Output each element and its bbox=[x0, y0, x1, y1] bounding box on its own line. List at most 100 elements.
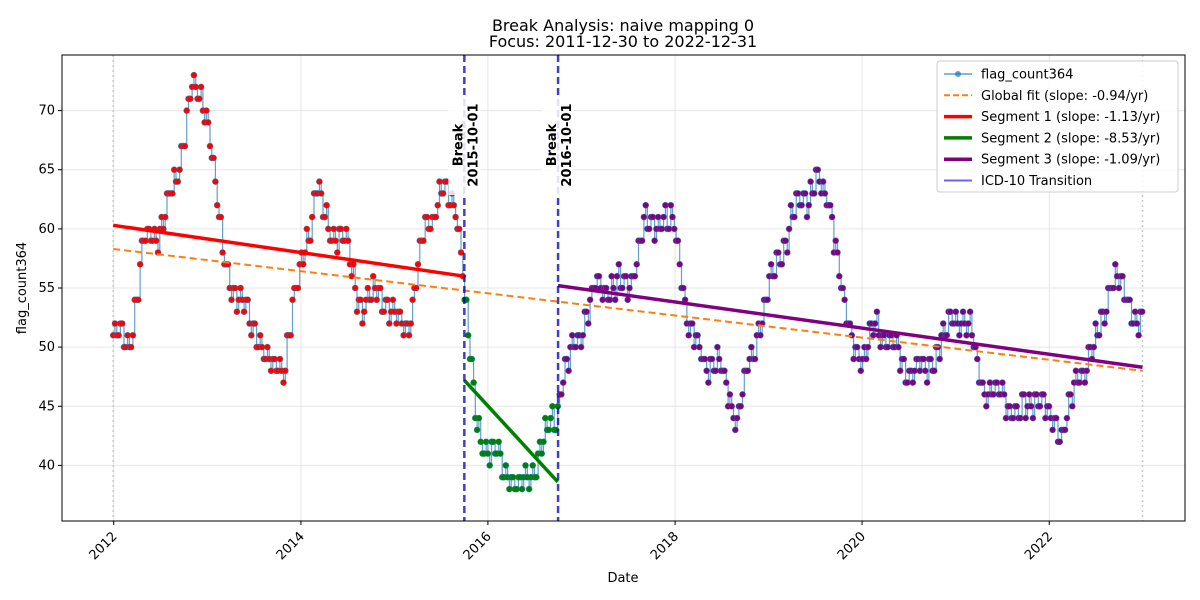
data-point bbox=[835, 272, 843, 280]
data-point bbox=[303, 225, 311, 233]
data-point bbox=[127, 343, 135, 351]
data-point bbox=[174, 178, 182, 185]
data-point bbox=[373, 296, 381, 304]
data-point bbox=[602, 284, 610, 292]
data-point bbox=[509, 473, 517, 481]
data-point bbox=[1036, 402, 1044, 410]
break-label-2: Break2016-10-01 bbox=[545, 103, 575, 186]
data-point bbox=[475, 414, 483, 422]
data-point bbox=[782, 237, 789, 244]
data-point bbox=[1049, 426, 1056, 434]
data-point bbox=[1076, 379, 1083, 386]
data-point bbox=[342, 225, 350, 233]
data-point bbox=[317, 190, 325, 197]
data-point bbox=[920, 355, 927, 363]
data-point bbox=[599, 296, 606, 304]
chart-subtitle: Focus: 2011-12-30 to 2022-12-31 bbox=[489, 32, 757, 51]
data-point bbox=[299, 260, 307, 268]
data-point bbox=[190, 71, 198, 79]
data-point bbox=[703, 367, 710, 375]
x-axis-label: Date bbox=[607, 571, 638, 586]
data-point bbox=[152, 237, 160, 244]
legend-box bbox=[936, 60, 1179, 193]
data-point bbox=[595, 272, 603, 280]
data-point bbox=[452, 213, 459, 221]
data-point bbox=[1000, 391, 1008, 398]
data-point bbox=[794, 190, 802, 197]
data-point bbox=[737, 402, 745, 410]
data-point bbox=[1135, 331, 1142, 339]
data-point bbox=[407, 320, 415, 327]
data-point bbox=[626, 284, 633, 292]
break-layer: Break2015-10-01 Break2016-10-01 bbox=[448, 55, 575, 521]
data-point bbox=[187, 95, 194, 103]
data-point bbox=[579, 331, 587, 339]
data-point bbox=[538, 450, 546, 457]
data-point bbox=[805, 201, 813, 209]
data-point bbox=[895, 343, 902, 351]
data-point bbox=[468, 355, 476, 363]
segment-1-line bbox=[112, 223, 465, 278]
data-point bbox=[658, 225, 666, 233]
data-point bbox=[450, 201, 458, 209]
data-point bbox=[1061, 426, 1069, 434]
y-tick-label: 60 bbox=[38, 222, 55, 237]
data-point bbox=[774, 249, 782, 256]
data-point bbox=[212, 178, 219, 185]
data-point bbox=[733, 414, 741, 422]
data-point bbox=[181, 142, 189, 150]
data-point bbox=[966, 308, 974, 316]
data-point bbox=[814, 166, 822, 173]
grid-layer bbox=[62, 55, 1185, 521]
data-point bbox=[676, 260, 684, 268]
data-point bbox=[1081, 379, 1089, 386]
data-point bbox=[558, 391, 565, 398]
data-point bbox=[233, 308, 241, 316]
data-point bbox=[1029, 414, 1037, 422]
data-point bbox=[1133, 320, 1141, 327]
data-point bbox=[1002, 414, 1010, 422]
data-point bbox=[688, 320, 696, 327]
data-point bbox=[364, 284, 372, 292]
data-point bbox=[649, 213, 657, 221]
data-point bbox=[798, 201, 805, 209]
data-point bbox=[344, 237, 352, 244]
data-point bbox=[495, 438, 503, 446]
data-point bbox=[135, 296, 142, 304]
y-axis-label: flag_count364 bbox=[15, 242, 30, 334]
data-point bbox=[674, 237, 682, 244]
legend-label: Segment 2 (slope: -8.53/yr) bbox=[981, 131, 1160, 146]
data-point bbox=[204, 119, 212, 126]
data-point bbox=[264, 343, 271, 351]
data-point bbox=[900, 355, 908, 363]
data-point bbox=[633, 260, 641, 268]
y-tick-label: 45 bbox=[38, 399, 55, 414]
data-point bbox=[414, 260, 422, 268]
data-point bbox=[281, 367, 289, 375]
data-point bbox=[610, 284, 617, 292]
data-point bbox=[787, 201, 795, 209]
data-point bbox=[409, 296, 416, 304]
legend-label: flag_count364 bbox=[981, 68, 1073, 83]
data-point bbox=[936, 355, 944, 363]
data-point bbox=[518, 485, 526, 493]
data-point bbox=[638, 237, 646, 244]
data-point bbox=[764, 296, 771, 304]
data-point bbox=[968, 331, 976, 339]
data-point bbox=[1063, 414, 1071, 422]
data-point bbox=[728, 402, 736, 410]
data-point bbox=[565, 367, 572, 375]
data-point bbox=[819, 178, 827, 185]
y-tick-label: 40 bbox=[38, 458, 55, 473]
data-point bbox=[489, 438, 497, 446]
data-point bbox=[248, 331, 255, 339]
data-point bbox=[545, 426, 553, 434]
data-point bbox=[834, 249, 841, 256]
y-tick-label: 55 bbox=[38, 281, 55, 296]
data-point bbox=[1115, 284, 1123, 292]
data-point bbox=[939, 320, 947, 327]
data-point bbox=[618, 284, 626, 292]
data-point bbox=[714, 343, 721, 351]
data-point bbox=[203, 107, 210, 114]
legend-marker bbox=[955, 71, 961, 77]
